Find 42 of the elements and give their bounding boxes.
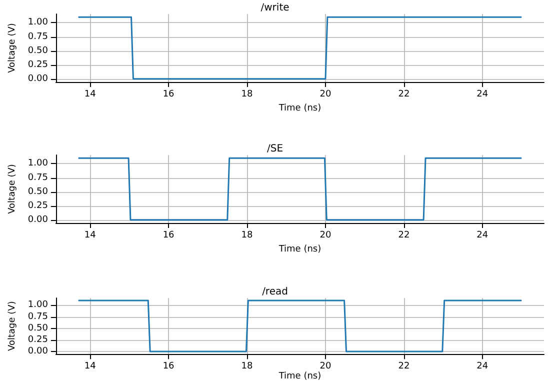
y-tick-label: 0.50 [28, 323, 48, 334]
y-tick-label: 0.25 [28, 200, 48, 211]
y-tick-label: 0.00 [28, 346, 48, 357]
x-tick-label: 18 [241, 230, 254, 240]
y-tick-label: 0.00 [28, 74, 48, 84]
y-tick-label: 0.75 [28, 32, 48, 42]
x-axis-title: Time (ns) [278, 244, 322, 254]
y-axis-title: Voltage (V) [8, 23, 18, 73]
x-tick-label: 22 [398, 230, 410, 240]
y-tick-label: 1.00 [28, 18, 48, 28]
x-tick-label: 20 [320, 362, 332, 372]
x-tick-label: 24 [476, 90, 488, 100]
x-tick-label: 16 [162, 90, 175, 100]
y-axis-title: Voltage (V) [8, 164, 18, 214]
y-tick-label: 1.00 [28, 158, 48, 169]
y-tick-label: 1.00 [28, 300, 48, 310]
x-tick-label: 14 [84, 230, 96, 240]
x-axis-title: Time (ns) [278, 372, 322, 382]
y-tick-label: 0.50 [28, 46, 48, 56]
x-tick-label: 22 [398, 362, 410, 372]
x-tick-label: 16 [162, 362, 175, 372]
y-tick-label: 0.00 [28, 214, 48, 225]
x-tick-label: 18 [241, 362, 254, 372]
y-tick-label: 0.75 [28, 312, 48, 322]
x-tick-label: 16 [162, 230, 175, 240]
y-tick-label: 0.25 [28, 334, 48, 345]
y-axis-title: Voltage (V) [8, 301, 18, 351]
x-tick-label: 20 [320, 230, 332, 240]
x-tick-label: 18 [241, 90, 254, 100]
x-tick-label: 14 [84, 362, 96, 372]
chart-title: /read [262, 286, 288, 298]
chart-title: /SE [266, 144, 284, 154]
y-tick-label: 0.25 [28, 60, 48, 70]
y-tick-label: 0.75 [28, 172, 48, 183]
x-axis-title: Time (ns) [278, 103, 322, 114]
x-tick-label: 14 [84, 90, 96, 100]
x-tick-label: 22 [398, 90, 410, 100]
y-tick-label: 0.50 [28, 186, 48, 197]
x-tick-label: 24 [476, 362, 488, 372]
x-tick-label: 24 [476, 230, 488, 240]
x-tick-label: 20 [320, 90, 332, 100]
chart-title: /write [260, 2, 290, 14]
